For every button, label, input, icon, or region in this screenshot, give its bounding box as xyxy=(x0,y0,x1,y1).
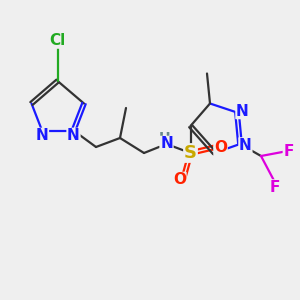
Text: N: N xyxy=(36,128,48,143)
Text: Cl: Cl xyxy=(50,33,66,48)
Text: F: F xyxy=(284,144,294,159)
Text: N: N xyxy=(239,138,252,153)
Text: N: N xyxy=(236,103,249,118)
Text: F: F xyxy=(269,180,280,195)
Text: S: S xyxy=(184,144,197,162)
Text: N: N xyxy=(160,136,173,152)
Text: N: N xyxy=(67,128,80,143)
Text: H: H xyxy=(159,131,171,145)
Text: O: O xyxy=(173,172,186,188)
Text: O: O xyxy=(214,140,227,154)
